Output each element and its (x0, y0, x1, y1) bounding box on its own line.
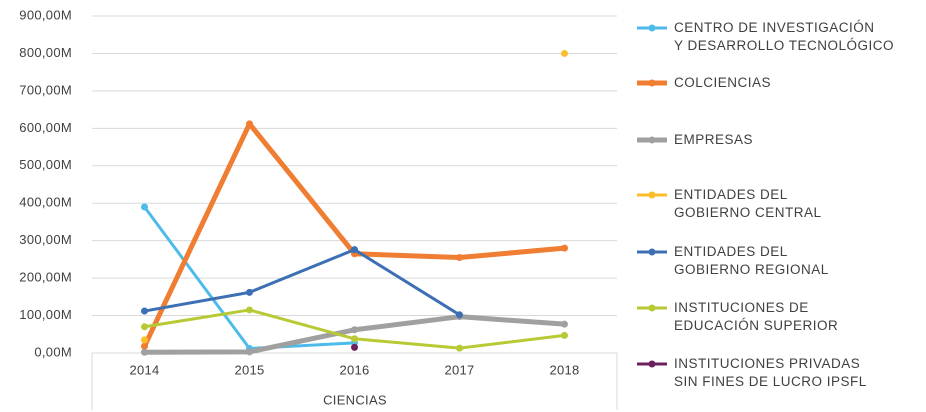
x-tick-label: 2015 (234, 362, 264, 377)
x-tick-label: 2014 (129, 362, 159, 377)
series-marker (456, 344, 463, 352)
legend-dot (648, 24, 656, 32)
legend-label: CENTRO DE INVESTIGACIÓN Y DESARROLLO TEC… (674, 20, 895, 53)
series-marker (456, 254, 463, 262)
series-marker (246, 306, 253, 314)
series-marker (246, 348, 253, 356)
x-tick-label: 2018 (549, 362, 579, 377)
series-marker (141, 342, 148, 350)
legend-swatch (637, 79, 667, 87)
y-tick-label: 100,00M (19, 307, 72, 322)
series-marker (351, 326, 358, 334)
series-marker (246, 120, 253, 128)
legend-label: INSTITUCIONES PRIVADAS SIN FINES DE LUCR… (674, 356, 867, 389)
legend-dot (648, 304, 656, 312)
legend-swatch (637, 248, 667, 256)
series-marker (141, 307, 148, 315)
series-marker (141, 336, 148, 344)
legend-swatch (637, 136, 667, 144)
legend-swatch (637, 191, 667, 199)
series-marker (141, 348, 148, 356)
series-marker (561, 331, 568, 339)
series-line (144, 248, 461, 317)
y-tick-label: 0,00M (34, 344, 72, 359)
y-tick-label: 600,00M (19, 120, 72, 135)
legend-entry: ENTIDADES DEL GOBIERNO CENTRAL (636, 186, 822, 222)
legend-dot (648, 360, 656, 368)
series-marker (561, 244, 568, 252)
legend-label: ENTIDADES DEL GOBIERNO REGIONAL (674, 244, 829, 277)
series-marker (561, 320, 568, 328)
series-marker (246, 288, 253, 296)
y-tick-label: 700,00M (19, 82, 72, 97)
y-tick-label: 900,00M (19, 7, 72, 22)
series-marker (351, 246, 358, 254)
series-marker (141, 323, 148, 331)
legend-swatch (637, 360, 667, 368)
x-tick-label: 2017 (444, 362, 474, 377)
legend-dot (648, 248, 656, 256)
y-tick-label: 300,00M (19, 232, 72, 247)
legend-entry: INSTITUCIONES DE EDUCACIÓN SUPERIOR (636, 299, 838, 335)
legend-entry: COLCIENCIAS (636, 74, 771, 92)
series-marker (561, 49, 568, 57)
series-marker (351, 335, 358, 343)
series-marker (456, 311, 463, 319)
y-tick-label: 800,00M (19, 45, 72, 60)
legend-label: EMPRESAS (674, 132, 754, 147)
series-marker (141, 203, 148, 211)
legend-swatch (637, 304, 667, 312)
legend-entry: EMPRESAS (636, 131, 753, 149)
legend-label: ENTIDADES DEL GOBIERNO CENTRAL (674, 187, 822, 220)
series-line (142, 121, 565, 348)
legend-swatch (637, 24, 667, 32)
legend-dot (648, 136, 656, 144)
legend-entry: ENTIDADES DEL GOBIERNO REGIONAL (636, 243, 829, 279)
legend-entry: CENTRO DE INVESTIGACIÓN Y DESARROLLO TEC… (636, 19, 894, 55)
legend-label: INSTITUCIONES DE EDUCACIÓN SUPERIOR (674, 300, 839, 333)
x-axis-label: CIENCIAS (323, 392, 387, 407)
legend-entry: INSTITUCIONES PRIVADAS SIN FINES DE LUCR… (636, 355, 867, 391)
y-tick-label: 400,00M (19, 195, 72, 210)
legend-dot (648, 79, 656, 87)
legend-label: COLCIENCIAS (674, 75, 772, 90)
legend-dot (648, 191, 656, 199)
x-tick-label: 2016 (339, 362, 369, 377)
series-marker (351, 343, 358, 351)
y-tick-label: 200,00M (19, 270, 72, 285)
y-tick-label: 500,00M (19, 157, 72, 172)
